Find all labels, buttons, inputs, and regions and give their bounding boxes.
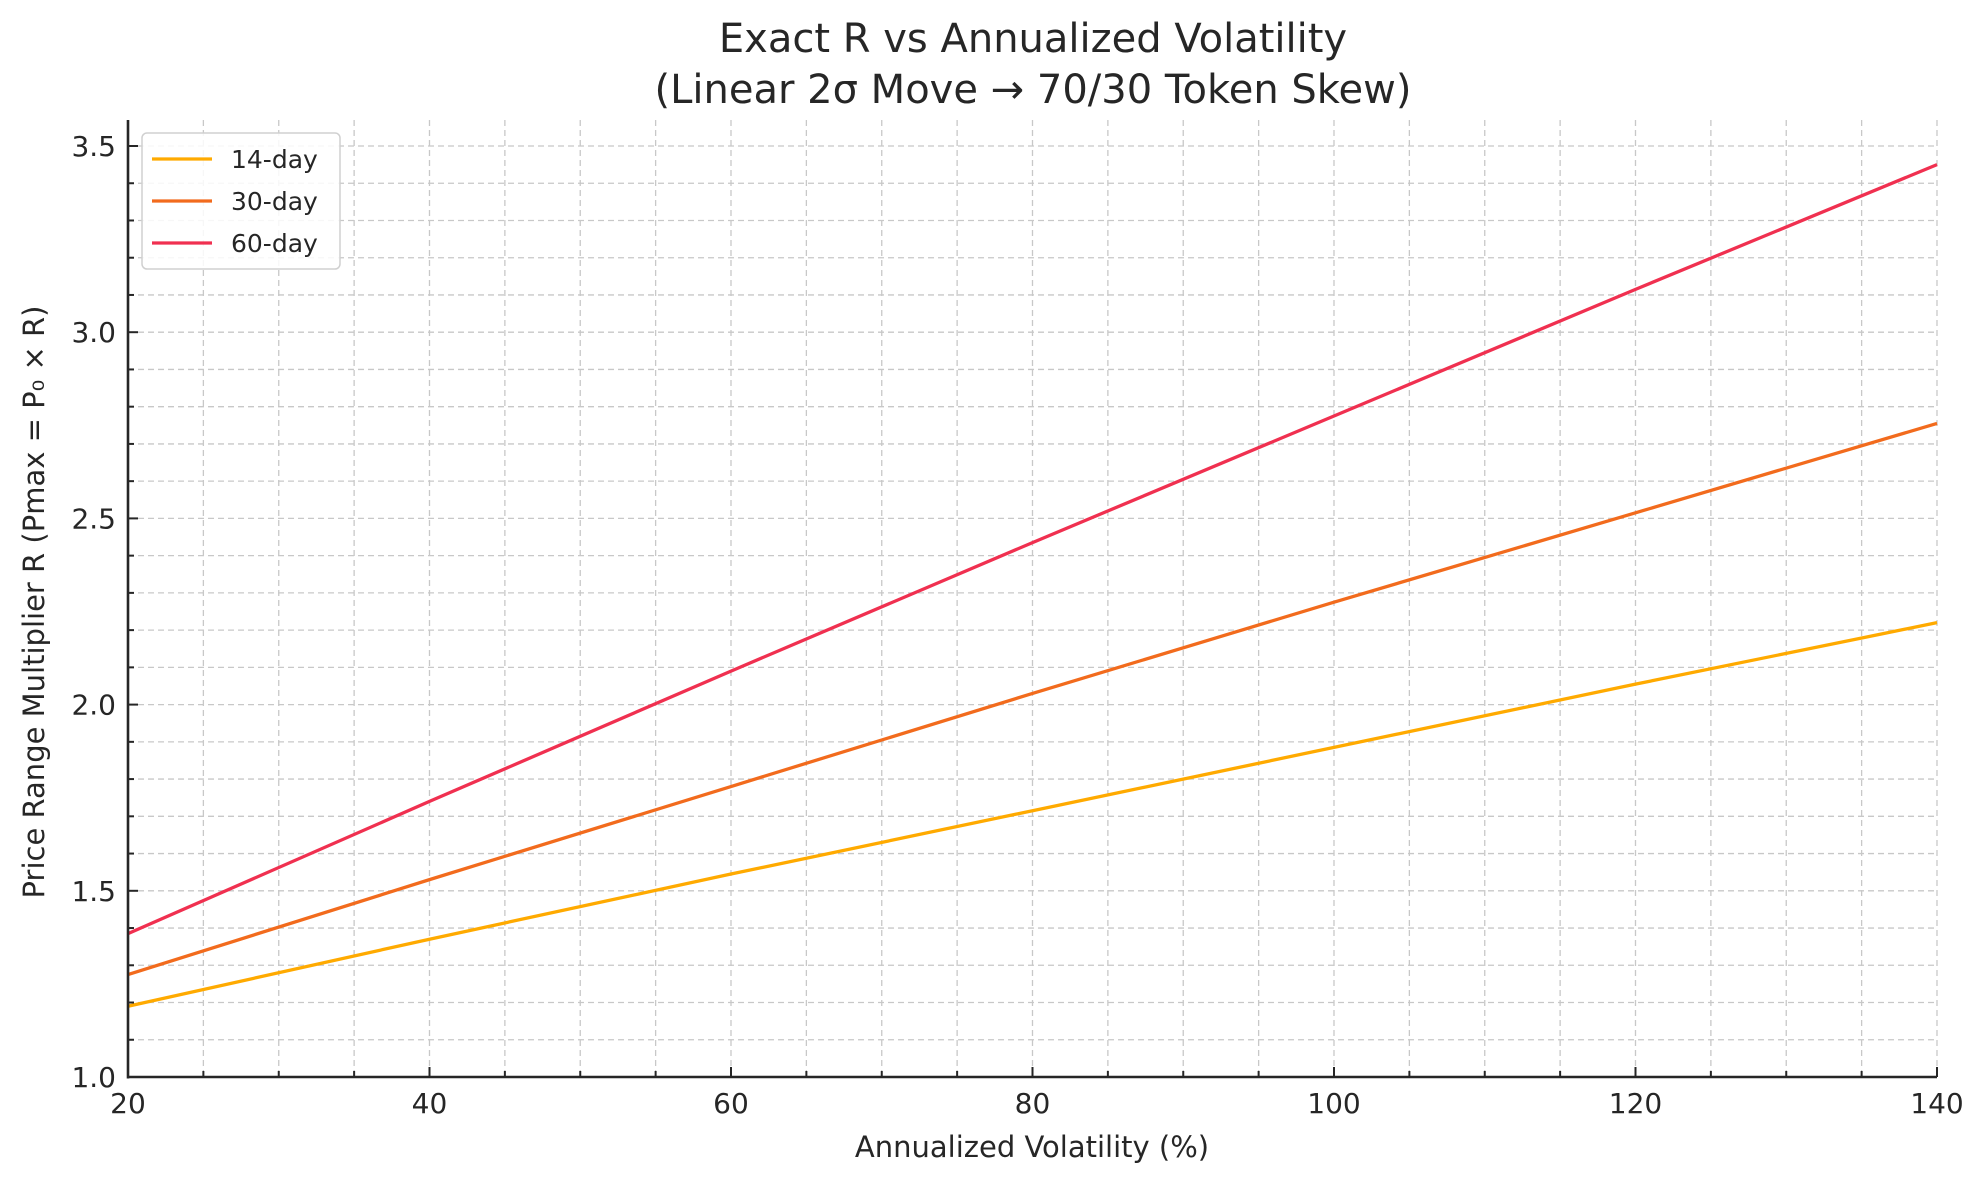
y-tick-label: 1.5 (71, 875, 116, 908)
axes (126, 120, 1938, 1079)
legend: 14-day 30-day 60-day (141, 132, 341, 270)
y-tick-label: 3.0 (71, 316, 116, 349)
legend-label: 60-day (231, 229, 318, 258)
y-tick-label: 2.0 (71, 689, 116, 722)
x-axis-label: Annualized Volatility (%) (855, 1130, 1209, 1164)
y-tick-label: 2.5 (71, 502, 116, 535)
series-line-30-day (127, 421, 1938, 977)
y-axis-label: Price Range Multiplier R (Pmax = P₀ × R) (17, 306, 51, 899)
legend-box (141, 132, 341, 270)
legend-label: 30-day (231, 187, 318, 216)
x-tick-label: 60 (713, 1087, 749, 1120)
x-tick-label: 20 (110, 1087, 146, 1120)
grid (128, 120, 1938, 1077)
chart-title: Exact R vs Annualized Volatility (719, 16, 1347, 62)
y-tick-label: 1.0 (71, 1061, 116, 1094)
series-lines (127, 163, 1938, 1008)
x-tick-label: 120 (1609, 1087, 1662, 1120)
x-tick-label: 100 (1307, 1087, 1360, 1120)
series-line-14-day (127, 621, 1938, 1008)
x-tick-label: 140 (1910, 1087, 1963, 1120)
legend-label: 14-day (231, 145, 318, 174)
x-tick-label: 40 (412, 1087, 448, 1120)
x-tick-label: 80 (1015, 1087, 1051, 1120)
chart-subtitle: (Linear 2σ Move → 70/30 Token Skew) (655, 67, 1412, 113)
series-line-60-day (127, 163, 1938, 936)
y-tick-label: 3.5 (71, 130, 116, 163)
tick-labels: 20 40 60 80 100 120 140 1.0 1.5 2.0 2.5 3.0 3.5 (71, 130, 1963, 1120)
